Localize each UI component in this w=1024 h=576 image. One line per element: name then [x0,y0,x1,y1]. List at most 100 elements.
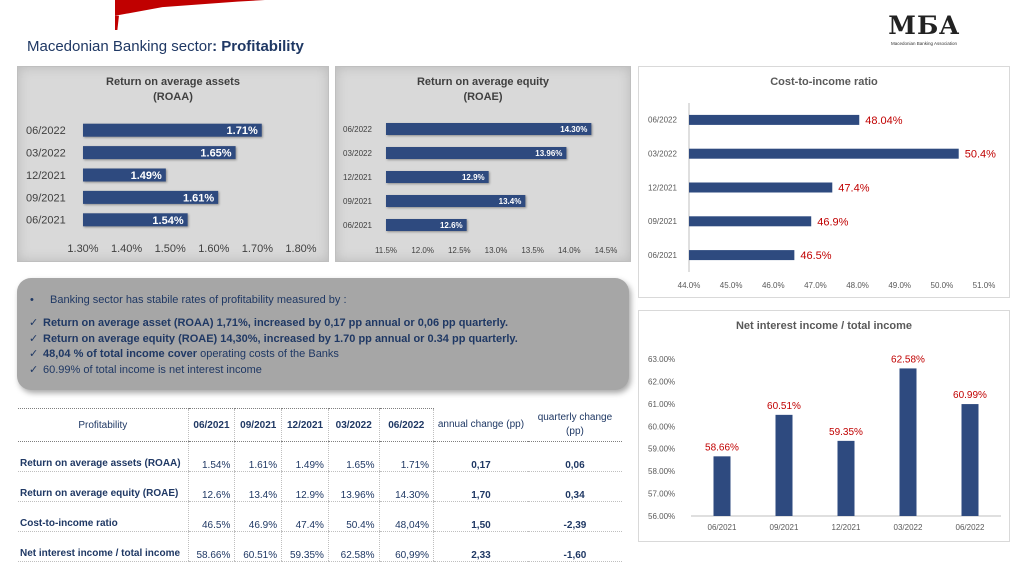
bar [386,147,567,159]
table-cell: 14.30% [378,471,434,502]
bar [386,195,526,207]
cti-chart-panel: Cost-to-income ratio 06/2022 48.04% 03/202… [638,66,1010,298]
roaa-chart: 06/2022 1.71% 03/2022 1.65% 12/2021 1.49% 09/2… [26,123,317,255]
category-label: 09/2021 [770,523,799,532]
category-label: 09/2021 [343,197,372,206]
annual-change-cell: 0,17 [433,441,528,472]
table-cell: 60.51% [234,531,282,562]
check-icon: ✓ [29,332,39,345]
bar [83,146,236,160]
row-label: Net interest income / total income [18,531,189,562]
summary-item: ✓ 48,04 % of total income cover operating… [29,347,518,363]
quarterly-change-cell: 0,34 [527,471,622,502]
data-label: 1.65% [200,148,231,160]
category-label: 12/2021 [26,170,66,182]
roae-title-line-1: Return on average equity [416,76,550,88]
tick-label: 1.80% [285,243,316,255]
category-label: 12/2021 [648,183,677,192]
bullet-glyph: • [30,294,34,306]
roae-chart-title: Return on average equity (ROAE) [336,75,630,105]
check-icon: ✓ [29,317,39,329]
data-label: 60.99% [953,390,987,401]
row-label: Return on average assets (ROAA) [18,441,189,472]
tick-label: 50.0% [931,281,954,290]
annual-change-cell: 1,70 [433,471,528,502]
annual-change-cell: 1,50 [433,501,528,532]
table-cell: 48,04% [378,501,434,532]
table-corner: Profitability [18,408,189,442]
page-title: Macedonian Banking sector: Profitability [27,38,304,55]
category-label: 03/2022 [343,149,372,158]
table-cell: 1.54% [187,441,235,472]
table-cell: 59.35% [281,531,329,562]
tick-label: 46.0% [762,281,785,290]
category-label: 12/2021 [343,173,372,182]
page-title-sep: : [212,38,222,55]
tick-label: 1.40% [111,243,142,255]
category-label: 06/2021 [708,523,737,532]
category-label: 06/2022 [343,125,372,134]
tick-label: 13.5% [521,246,544,255]
data-label: 14.30% [560,125,587,134]
category-label: 06/2022 [956,523,985,532]
roaa-title-line-2: (ROAA) [153,91,193,103]
tick-label: 14.0% [558,246,581,255]
data-label: 12.6% [440,221,463,230]
row-label: Cost-to-income ratio [18,501,189,532]
category-label: 03/2022 [26,147,66,159]
table-row: Return on average equity (ROAE) 12.6% 13.4… [18,471,622,502]
tick-label: 44.0% [678,281,701,290]
bar [689,250,795,261]
table-col-header: 06/2022 [378,408,434,442]
quarterly-change-cell: 0,06 [527,441,622,472]
data-label: 50.4% [965,149,996,161]
data-label: 1.71% [227,125,258,137]
tick-label: 13.0% [485,246,508,255]
table-cell: 62.58% [327,531,380,562]
roaa-chart-panel: Return on average assets (ROAA) 06/2022 1… [17,66,329,262]
roae-chart-panel: Return on average equity (ROAE) 06/2022 1… [335,66,631,262]
table-annual-header: annual change (pp) [433,408,528,442]
category-label: 06/2022 [26,125,66,137]
table-cell: 1.71% [378,441,434,472]
table-col-header: 03/2022 [327,408,380,442]
tick-label: 58.00% [648,467,675,476]
data-label: 1.61% [183,192,214,204]
table-cell: 46.9% [234,501,282,532]
roaa-title-line-1: Return on average assets [106,76,240,88]
table-cell: 58.66% [187,531,235,562]
data-label: 46.5% [800,250,831,262]
table-col-header: 09/2021 [234,408,282,442]
tick-label: 14.5% [595,246,618,255]
summary-item: ✓ 60.99% of total income is net interest … [29,363,518,379]
table-row: Return on average assets (ROAA) 1.54% 1.61… [18,441,622,472]
table-cell: 1.61% [234,441,282,472]
table-cell: 12.9% [281,471,329,502]
mba-logo: MБA Macedonian Banking Association [876,12,972,50]
bar [83,123,262,137]
bar [689,114,860,125]
summary-box: • Banking sector has stabile rates of pro… [17,278,629,390]
tick-label: 47.0% [804,281,827,290]
bar [775,414,793,516]
tick-label: 63.00% [648,355,675,364]
summary-item-bold: 48,04 % of total income cover [43,348,198,360]
data-label: 13.96% [535,149,562,158]
bar [83,168,166,182]
page-title-topic: Profitability [221,38,304,55]
tick-label: 60.00% [648,422,675,431]
table-cell: 1.65% [327,441,380,472]
tick-label: 45.0% [720,281,743,290]
data-label: 47.4% [838,182,869,194]
annual-change-cell: 2,33 [433,531,528,562]
table-col-header: 06/2021 [187,408,235,442]
check-icon: ✓ [29,348,39,360]
row-label: Return on average equity (ROAE) [18,471,189,502]
bar [386,171,489,183]
table-cell: 1.49% [281,441,329,472]
check-icon: ✓ [29,363,39,376]
roae-title-line-2: (ROAE) [463,91,503,103]
roae-chart: 06/2022 14.30% 03/2022 13.96% 12/2021 12.9% 09… [343,123,618,255]
summary-intro-text: Banking sector has stabile rates of prof… [50,294,347,306]
data-label: 12.9% [462,173,485,182]
